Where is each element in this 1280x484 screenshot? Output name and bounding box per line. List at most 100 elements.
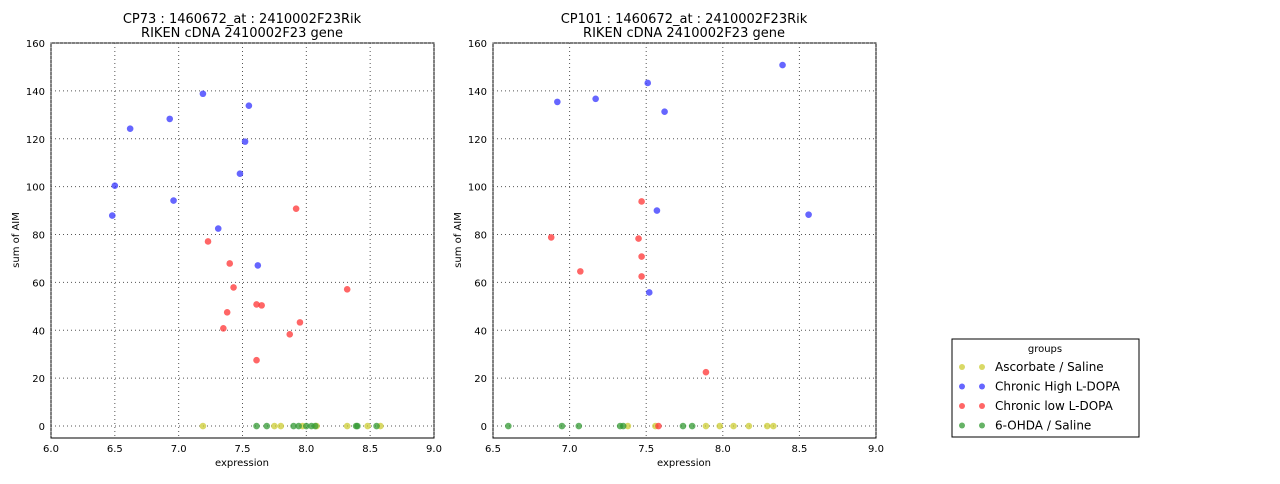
y-tick-label: 60 [474, 278, 487, 289]
x-axis-label: expression [657, 458, 711, 469]
data-point [170, 197, 177, 204]
data-point [311, 422, 319, 430]
data-point [635, 235, 642, 242]
y-axis-label: sum of AIM [453, 212, 464, 268]
x-tick-label: 7.0 [562, 444, 578, 455]
data-point [303, 422, 310, 430]
y-tick-label: 140 [26, 87, 45, 98]
data-point [111, 182, 119, 189]
data-point [220, 325, 227, 332]
legend-label: Ascorbate / Saline [995, 360, 1104, 374]
chart-title: CP101 : 1460672_at : 2410002F23Rik [561, 12, 808, 27]
legend-label: Chronic High L-DOPA [995, 380, 1121, 394]
data-point [653, 207, 661, 214]
y-tick-label: 40 [474, 326, 487, 337]
x-tick-label: 8.5 [791, 444, 807, 455]
data-point [702, 422, 710, 430]
legend-marker [979, 422, 985, 429]
data-point [624, 422, 632, 430]
x-tick-label: 7.5 [638, 444, 654, 455]
legend-label: 6-OHDA / Saline [995, 419, 1091, 433]
right-chart: CP101 : 1460672_at : 2410002F23Rik RIKEN… [453, 12, 884, 469]
data-point [199, 90, 207, 98]
x-tick-label: 9.0 [426, 444, 442, 455]
data-point [343, 422, 351, 430]
data-point [645, 289, 653, 296]
y-tick-label: 120 [26, 135, 45, 146]
y-tick-label: 140 [468, 87, 487, 98]
y-tick-label: 100 [26, 183, 45, 194]
data-point [199, 422, 207, 430]
x-axis-label: expression [215, 458, 269, 469]
legend-marker [959, 422, 965, 429]
data-point [253, 301, 260, 308]
legend-title: groups [1028, 344, 1062, 355]
data-point [204, 238, 212, 245]
data-point [688, 422, 696, 430]
data-point [236, 170, 244, 178]
data-point [226, 260, 234, 267]
data-point [558, 422, 566, 430]
y-tick-label: 20 [474, 374, 487, 385]
x-tick-label: 7.0 [171, 444, 187, 455]
y-tick-label: 160 [26, 39, 45, 50]
y-tick-label: 100 [468, 183, 487, 194]
data-point [638, 273, 645, 280]
y-tick-label: 80 [474, 231, 487, 242]
data-point [644, 79, 652, 87]
data-point [373, 422, 380, 430]
data-point [354, 422, 361, 430]
data-point [770, 422, 777, 430]
legend-marker [959, 364, 965, 370]
data-point [679, 422, 687, 430]
chart-subtitle: RIKEN cDNA 2410002F23 gene [141, 26, 343, 41]
y-axis-label: sum of AIM [11, 212, 22, 268]
data-point [241, 138, 249, 145]
data-point [253, 356, 260, 364]
data-point [575, 422, 583, 430]
legend: groups Ascorbate / Saline Chronic High L-… [951, 338, 1140, 438]
chart-title: CP73 : 1460672_at : 2410002F23Rik [123, 12, 362, 27]
y-tick-label: 120 [468, 135, 487, 146]
data-point [547, 234, 555, 241]
data-point [702, 368, 710, 376]
data-point [292, 205, 300, 212]
data-point [166, 115, 174, 123]
data-point [223, 309, 231, 316]
data-point [254, 262, 262, 269]
x-tick-label: 8.0 [298, 444, 314, 455]
data-point [554, 98, 561, 106]
plot-area [50, 42, 435, 439]
data-point [661, 108, 668, 116]
data-point [108, 212, 116, 219]
y-tick-label: 20 [32, 374, 45, 385]
data-point [245, 102, 253, 110]
data-point [592, 95, 599, 103]
data-point [730, 422, 737, 430]
y-tick-label: 0 [39, 422, 45, 433]
data-point [364, 422, 371, 430]
y-tick-label: 0 [481, 422, 487, 433]
data-point [619, 422, 627, 430]
x-tick-label: 6.5 [485, 444, 501, 455]
x-tick-label: 6.0 [43, 444, 59, 455]
y-tick-label: 40 [32, 326, 45, 337]
data-point [638, 198, 645, 205]
data-point [505, 422, 512, 430]
x-tick-label: 7.5 [235, 444, 251, 455]
data-point [263, 422, 271, 430]
data-point [271, 422, 278, 430]
data-point [253, 422, 260, 430]
data-point [230, 284, 237, 291]
legend-marker [979, 364, 985, 370]
data-point [290, 422, 297, 430]
data-point [214, 225, 222, 232]
chart-subtitle: RIKEN cDNA 2410002F23 gene [583, 26, 785, 41]
data-point [277, 422, 285, 430]
data-point [638, 253, 645, 260]
data-point [286, 331, 294, 338]
x-tick-label: 8.5 [362, 444, 378, 455]
legend-label: Chronic low L-DOPA [995, 399, 1114, 413]
left-chart: CP73 : 1460672_at : 2410002F23Rik RIKEN … [11, 12, 442, 469]
